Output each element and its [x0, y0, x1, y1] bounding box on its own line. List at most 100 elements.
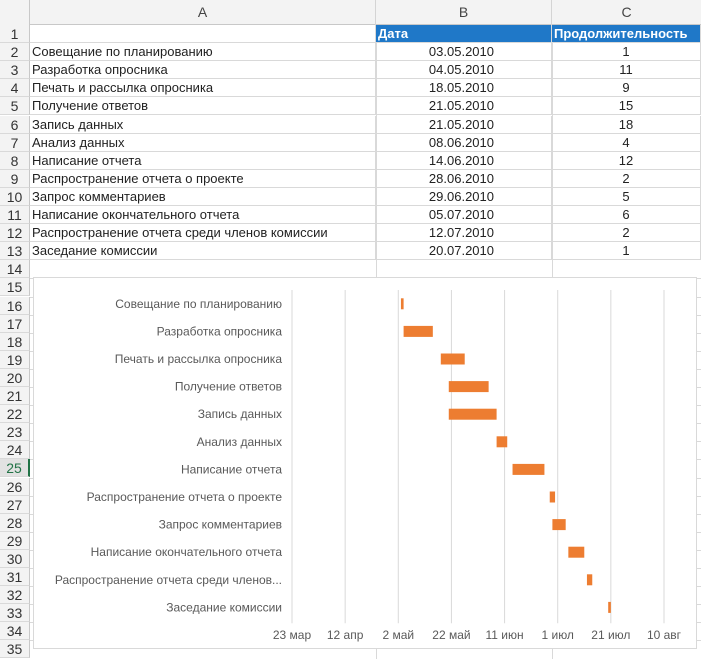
category-label: Запись данных	[198, 407, 282, 421]
column-header-c[interactable]: C	[621, 4, 632, 20]
header-date[interactable]: Дата	[376, 25, 552, 43]
row-header[interactable]: 3	[0, 61, 30, 80]
gantt-bar	[400, 298, 404, 310]
row-header[interactable]: 25	[0, 459, 30, 478]
task-name-cell[interactable]: Написание отчета	[30, 151, 376, 170]
gantt-bar	[608, 601, 611, 613]
task-name-cell[interactable]: Получение ответов	[30, 97, 376, 116]
task-date-cell[interactable]: 05.07.2010	[376, 206, 552, 224]
row-header[interactable]: 17	[0, 314, 30, 333]
row-header[interactable]: 18	[0, 332, 30, 351]
task-name-cell[interactable]: Распространение отчета о проекте	[30, 169, 376, 188]
task-date-cell[interactable]: 14.06.2010	[376, 151, 552, 170]
task-name-cell[interactable]: Написание окончательного отчета	[30, 206, 376, 224]
category-label: Печать и рассылка опросника	[115, 352, 283, 366]
cell-a1[interactable]	[30, 25, 376, 43]
task-date-cell[interactable]: 18.05.2010	[376, 79, 552, 98]
row-header[interactable]: 34	[0, 622, 30, 641]
task-duration-cell[interactable]: 18	[552, 115, 701, 134]
row-header[interactable]: 10	[0, 187, 30, 206]
task-date-cell[interactable]: 29.06.2010	[376, 187, 552, 206]
row-header[interactable]: 27	[0, 495, 30, 514]
task-date-cell[interactable]: 20.07.2010	[376, 242, 552, 261]
gantt-bar	[552, 519, 566, 531]
x-tick-label: 11 июн	[486, 628, 524, 642]
x-tick-label: 10 авг	[647, 628, 682, 642]
task-date-cell[interactable]: 21.05.2010	[376, 97, 552, 116]
row-header[interactable]: 22	[0, 405, 30, 424]
row-header[interactable]: 30	[0, 549, 30, 568]
category-label: Разработка опросника	[157, 324, 283, 338]
task-duration-cell[interactable]: 5	[552, 187, 701, 206]
row-header[interactable]: 6	[0, 115, 30, 134]
row-header[interactable]: 26	[0, 477, 30, 496]
row-header[interactable]: 15	[0, 278, 30, 297]
task-date-cell[interactable]: 28.06.2010	[376, 169, 552, 188]
row-header[interactable]: 31	[0, 568, 30, 587]
task-duration-cell[interactable]: 1	[552, 242, 701, 261]
gantt-bar	[496, 436, 508, 448]
row-header[interactable]: 12	[0, 224, 30, 243]
task-duration-cell[interactable]: 15	[552, 97, 701, 116]
task-date-cell[interactable]: 21.05.2010	[376, 115, 552, 134]
task-name-cell[interactable]: Совещание по планированию	[30, 43, 376, 62]
task-name-cell[interactable]: Запрос комментариев	[30, 187, 376, 206]
header-duration[interactable]: Продолжительность	[552, 25, 701, 43]
task-duration-cell[interactable]: 2	[552, 169, 701, 188]
row-header[interactable]: 21	[0, 387, 30, 406]
task-date-cell[interactable]: 03.05.2010	[376, 43, 552, 62]
row-header[interactable]: 13	[0, 242, 30, 261]
x-tick-label: 12 апр	[327, 628, 364, 642]
x-tick-label: 22 май	[432, 628, 470, 642]
row-header[interactable]: 2	[0, 43, 30, 62]
row-header[interactable]: 20	[0, 368, 30, 387]
category-label: Заседание комиссии	[166, 600, 282, 614]
row-header[interactable]: 8	[0, 151, 30, 170]
task-name-cell[interactable]: Запись данных	[30, 115, 376, 134]
category-label: Совещание по планированию	[115, 297, 282, 311]
row-header[interactable]: 1	[0, 25, 30, 44]
row-header[interactable]: 4	[0, 79, 30, 98]
row-header[interactable]: 19	[0, 350, 30, 369]
row-header[interactable]: 7	[0, 133, 30, 152]
gantt-bar	[586, 574, 593, 586]
task-date-cell[interactable]: 12.07.2010	[376, 224, 552, 243]
gantt-bar	[440, 353, 465, 365]
row-header[interactable]: 23	[0, 423, 30, 442]
gantt-chart[interactable]: Совещание по планированию Разработка опро…	[33, 277, 697, 649]
task-duration-cell[interactable]: 11	[552, 61, 701, 80]
row-header[interactable]: 33	[0, 604, 30, 623]
category-label: Запрос комментариев	[159, 518, 282, 532]
task-name-cell[interactable]: Заседание комиссии	[30, 242, 376, 261]
row-header[interactable]: 32	[0, 586, 30, 605]
row-header[interactable]: 11	[0, 206, 30, 225]
gantt-chart-svg: Совещание по планированию Разработка опро…	[55, 290, 682, 642]
row-header[interactable]: 35	[0, 640, 30, 659]
column-header-b[interactable]: B	[376, 0, 552, 25]
row-header[interactable]: 5	[0, 97, 30, 116]
x-tick-label: 21 июл	[591, 628, 630, 642]
task-name-cell[interactable]: Распространение отчета среди членов коми…	[30, 224, 376, 243]
row-header[interactable]: 24	[0, 441, 30, 460]
task-duration-cell[interactable]: 1	[552, 43, 701, 62]
task-duration-cell[interactable]: 9	[552, 79, 701, 98]
gantt-bar	[568, 546, 585, 558]
select-all-corner[interactable]	[0, 0, 30, 25]
task-name-cell[interactable]: Разработка опросника	[30, 61, 376, 80]
category-label: Написание отчета	[181, 462, 282, 476]
row-header[interactable]: 9	[0, 169, 30, 188]
task-duration-cell[interactable]: 6	[552, 206, 701, 224]
row-header[interactable]: 16	[0, 296, 30, 315]
task-date-cell[interactable]: 08.06.2010	[376, 133, 552, 152]
row-header[interactable]: 14	[0, 260, 30, 279]
task-name-cell[interactable]: Печать и рассылка опросника	[30, 79, 376, 98]
row-header[interactable]: 29	[0, 531, 30, 550]
task-duration-cell[interactable]: 2	[552, 224, 701, 243]
row-header[interactable]: 28	[0, 513, 30, 532]
task-duration-cell[interactable]: 4	[552, 133, 701, 152]
task-date-cell[interactable]: 04.05.2010	[376, 61, 552, 80]
task-name-cell[interactable]: Анализ данных	[30, 133, 376, 152]
task-duration-cell[interactable]: 12	[552, 151, 701, 170]
column-header-a[interactable]: A	[30, 0, 376, 25]
